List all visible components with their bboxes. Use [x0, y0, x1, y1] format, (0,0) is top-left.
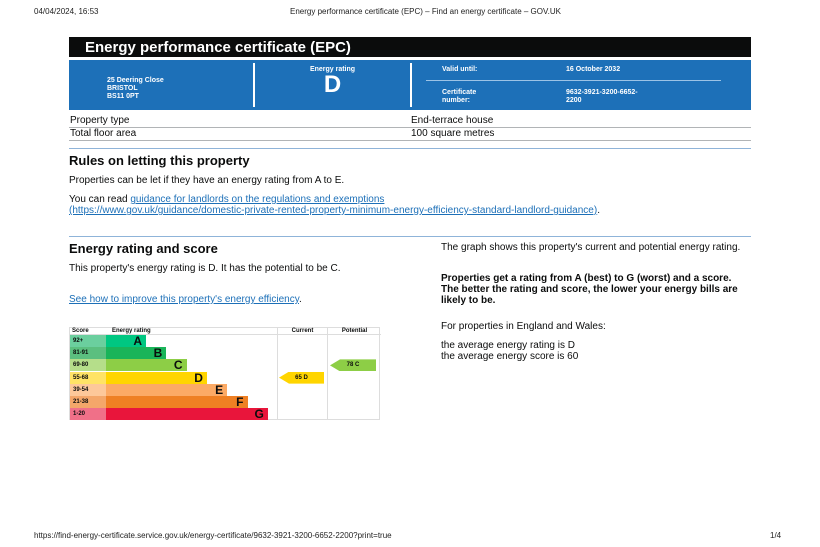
- print-url: https://find-energy-certificate.service.…: [34, 531, 392, 540]
- certificate-summary: 25 Deering Close BRISTOL BS11 0PT Energy…: [69, 60, 751, 110]
- band-score-B: 81-91: [70, 347, 106, 360]
- energy-rating-value: D: [323, 71, 342, 98]
- energy-rating-label: Energy rating: [309, 66, 356, 73]
- floor-area-row: Total floor area 100 square metres: [69, 128, 751, 141]
- band-bar-C: C: [106, 359, 187, 372]
- certificate-number-label: Certificate number:: [442, 89, 477, 104]
- address-line: 25 Deering Close: [107, 77, 164, 84]
- improve-link[interactable]: See how to improve this property's energ…: [69, 294, 299, 305]
- band-score-G: 1-20: [70, 408, 106, 421]
- band-bar-G: G: [106, 408, 268, 421]
- band-score-F: 21-38: [70, 396, 106, 408]
- average-score: the average energy score is 60: [441, 351, 579, 362]
- page-title: Energy performance certificate (EPC): [69, 37, 751, 57]
- print-page-number: 1/4: [770, 531, 782, 540]
- band-bar-D: D: [106, 371, 207, 384]
- address-line: BS11 0PT: [107, 93, 139, 100]
- current-rating-arrow: 65 D: [279, 371, 324, 384]
- chart-header-current: Current: [277, 328, 327, 335]
- improve-text: See how to improve this property's energ…: [69, 294, 302, 305]
- valid-until-label: Valid until:: [442, 66, 478, 73]
- band-score-C: 69-80: [70, 359, 106, 372]
- score-heading: Energy rating and score: [69, 241, 218, 256]
- energy-rating-chart: Score Energy rating Current Potential 92+…: [69, 327, 381, 421]
- rating-explanation: Properties get a rating from A (best) to…: [441, 273, 738, 306]
- energy-rating: Energy rating D: [255, 66, 410, 97]
- print-page-title: Energy performance certificate (EPC) – F…: [290, 7, 561, 16]
- graph-explanation: The graph shows this property's current …: [441, 242, 741, 253]
- rules-heading: Rules on letting this property: [69, 153, 250, 168]
- address: 25 Deering Close BRISTOL BS11 0PT: [107, 77, 164, 101]
- guidance-link[interactable]: guidance for landlords on the regulation…: [69, 194, 598, 216]
- band-score-D: 55-68: [70, 371, 106, 384]
- band-score-A: 92+: [70, 335, 106, 347]
- valid-until-value: 16 October 2032: [566, 66, 621, 73]
- rules-guidance: You can read guidance for landlords on t…: [69, 194, 600, 216]
- score-text: This property's energy rating is D. It h…: [69, 263, 341, 274]
- print-datetime: 04/04/2024, 16:53: [34, 7, 99, 16]
- band-bar-B: B: [106, 347, 167, 360]
- band-score-E: 39-54: [70, 383, 106, 396]
- chart-header-potential: Potential: [327, 328, 381, 335]
- address-line: BRISTOL: [107, 85, 138, 92]
- certificate-number: 9632-3921-3200-6652- 2200: [566, 89, 638, 104]
- average-rating: the average energy rating is D: [441, 340, 575, 351]
- average-intro: For properties in England and Wales:: [441, 321, 606, 332]
- rules-text: Properties can be let if they have an en…: [69, 175, 345, 186]
- band-bar-F: F: [106, 396, 248, 408]
- chart-header-score: Score Energy rating: [70, 328, 277, 335]
- band-bar-E: E: [106, 383, 228, 396]
- property-type-row: Property type End-terrace house: [69, 115, 751, 128]
- band-bar-A: A: [106, 335, 146, 347]
- potential-rating-arrow: 78 C: [330, 359, 376, 372]
